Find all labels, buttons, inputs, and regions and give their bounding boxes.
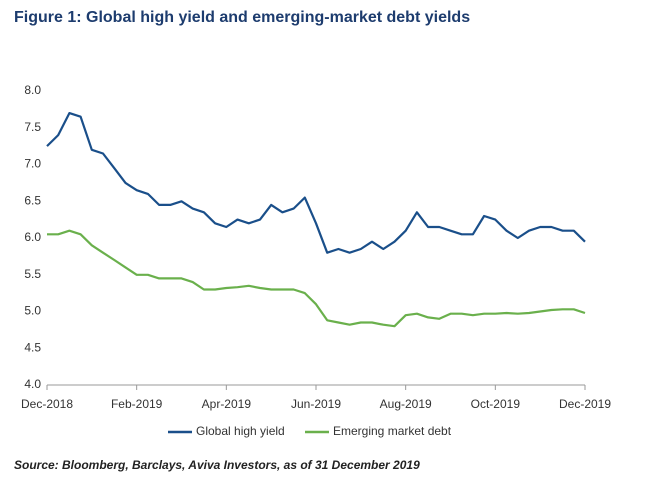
line-series (46, 112, 586, 254)
chart-title: Figure 1: Global high yield and emerging… (14, 9, 470, 26)
source-note: Source: Bloomberg, Barclays, Aviva Inves… (14, 458, 420, 472)
x-tick-label: Dec-2018 (21, 397, 73, 411)
x-tick-label: Oct-2019 (471, 397, 521, 411)
x-tick-label: Apr-2019 (202, 397, 252, 411)
legend-label: Global high yield (196, 424, 285, 438)
y-tick-label: 4.0 (24, 377, 41, 391)
x-tick-label: Aug-2019 (380, 397, 432, 411)
y-tick-label: 6.0 (24, 230, 41, 244)
line-series (47, 229, 586, 328)
y-tick-label: 6.5 (24, 193, 41, 207)
x-tick-label: Jun-2019 (291, 397, 341, 411)
y-tick-label: 5.5 (24, 267, 41, 281)
x-tick-label: Dec-2019 (559, 397, 611, 411)
y-tick-label: 4.5 (24, 340, 41, 354)
y-tick-label: 7.5 (24, 120, 41, 134)
x-tick-label: Feb-2019 (111, 397, 163, 411)
y-tick-label: 8.0 (24, 83, 41, 97)
y-tick-label: 5.0 (24, 304, 41, 318)
legend-label: Emerging market debt (333, 424, 452, 438)
y-tick-label: 7.0 (24, 157, 41, 171)
